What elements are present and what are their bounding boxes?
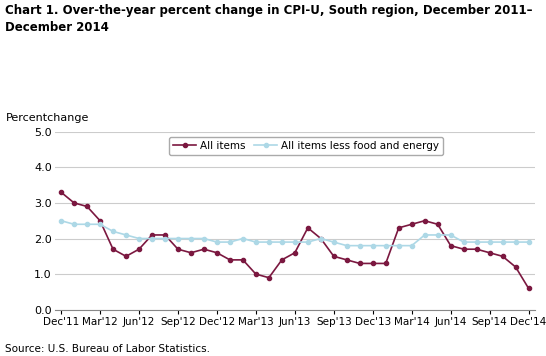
All items [486, 251, 493, 255]
All items [58, 190, 64, 194]
All items [525, 286, 532, 290]
All items [422, 219, 428, 223]
All items [343, 258, 350, 262]
All items less food and energy [162, 236, 168, 241]
All items less food and energy [305, 240, 311, 244]
All items less food and energy [175, 236, 181, 241]
All items [318, 236, 324, 241]
All items less food and energy [278, 240, 285, 244]
All items less food and energy [84, 222, 90, 226]
All items [162, 233, 168, 237]
Legend: All items, All items less food and energy: All items, All items less food and energ… [169, 137, 443, 155]
All items less food and energy [343, 244, 350, 248]
All items [84, 204, 90, 209]
All items [408, 222, 415, 226]
All items [253, 272, 259, 276]
All items [123, 254, 129, 258]
All items [188, 251, 194, 255]
All items less food and energy [253, 240, 259, 244]
All items less food and energy [512, 240, 519, 244]
All items [110, 247, 116, 251]
All items less food and energy [188, 236, 194, 241]
Text: Source: U.S. Bureau of Labor Statistics.: Source: U.S. Bureau of Labor Statistics. [5, 344, 210, 354]
All items less food and energy [136, 236, 143, 241]
All items [97, 219, 103, 223]
All items less food and energy [408, 244, 415, 248]
All items [278, 258, 285, 262]
All items less food and energy [265, 240, 272, 244]
All items [447, 244, 454, 248]
All items less food and energy [435, 233, 441, 237]
All items less food and energy [525, 240, 532, 244]
All items [370, 261, 376, 266]
All items [435, 222, 441, 226]
All items less food and energy [110, 229, 116, 234]
Text: Chart 1. Over-the-year percent change in CPI-U, South region, December 2011–
Dec: Chart 1. Over-the-year percent change in… [5, 4, 533, 33]
All items less food and energy [292, 240, 298, 244]
All items [213, 251, 220, 255]
All items less food and energy [382, 244, 389, 248]
All items less food and energy [240, 236, 246, 241]
All items [305, 226, 311, 230]
All items less food and energy [201, 236, 207, 241]
All items less food and energy [460, 240, 467, 244]
All items less food and energy [447, 233, 454, 237]
All items less food and energy [123, 233, 129, 237]
Line: All items: All items [59, 190, 531, 290]
All items less food and energy [500, 240, 506, 244]
All items [395, 226, 402, 230]
All items less food and energy [227, 240, 233, 244]
All items [71, 201, 78, 205]
All items less food and energy [422, 233, 428, 237]
All items [265, 276, 272, 280]
All items [460, 247, 467, 251]
All items [382, 261, 389, 266]
All items [149, 233, 155, 237]
Text: Percentchange: Percentchange [5, 113, 89, 123]
Line: All items less food and energy: All items less food and energy [59, 219, 531, 248]
All items less food and energy [149, 236, 155, 241]
All items [136, 247, 143, 251]
All items less food and energy [486, 240, 493, 244]
All items less food and energy [318, 236, 324, 241]
All items [292, 251, 298, 255]
All items [227, 258, 233, 262]
All items [357, 261, 363, 266]
All items less food and energy [330, 240, 337, 244]
All items less food and energy [97, 222, 103, 226]
All items less food and energy [357, 244, 363, 248]
All items [240, 258, 246, 262]
All items less food and energy [58, 219, 64, 223]
All items [330, 254, 337, 258]
All items [473, 247, 480, 251]
All items less food and energy [71, 222, 78, 226]
All items less food and energy [213, 240, 220, 244]
All items less food and energy [473, 240, 480, 244]
All items [500, 254, 506, 258]
All items [175, 247, 181, 251]
All items [201, 247, 207, 251]
All items less food and energy [395, 244, 402, 248]
All items less food and energy [370, 244, 376, 248]
All items [512, 265, 519, 269]
